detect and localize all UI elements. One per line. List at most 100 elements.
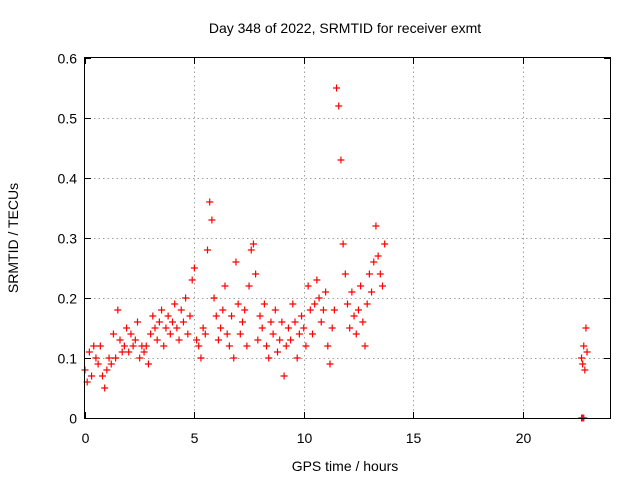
data-point: [140, 348, 148, 356]
data-point: [239, 318, 246, 326]
data-point: [116, 336, 124, 344]
data-point: [350, 312, 358, 320]
data-point: [193, 336, 201, 344]
data-point: [136, 354, 144, 362]
data-point: [109, 330, 117, 338]
data-point: [162, 324, 170, 332]
data-point: [190, 264, 198, 272]
data-point: [298, 312, 306, 320]
data-point: [217, 324, 225, 332]
data-point: [186, 312, 194, 320]
data-point: [199, 324, 207, 332]
y-tick-label: 0: [69, 411, 77, 427]
data-point: [92, 354, 100, 362]
data-points: [81, 84, 591, 422]
data-point: [151, 324, 159, 332]
data-point: [230, 354, 238, 362]
data-point: [127, 330, 135, 338]
data-point: [236, 330, 244, 338]
data-point: [131, 336, 139, 344]
data-point: [221, 282, 229, 290]
data-point: [333, 84, 341, 92]
data-point: [291, 318, 299, 326]
data-point: [206, 198, 214, 206]
data-point: [339, 240, 347, 248]
data-point: [252, 270, 260, 278]
data-point: [376, 270, 384, 278]
data-point: [352, 330, 360, 338]
data-point: [361, 342, 369, 350]
data-point: [144, 360, 152, 368]
data-point: [359, 318, 367, 326]
data-point: [379, 282, 386, 290]
data-point: [171, 300, 179, 308]
x-axis-label: GPS time / hours: [292, 458, 399, 474]
data-point: [234, 300, 242, 308]
data-point: [267, 318, 275, 326]
data-point: [147, 330, 155, 338]
data-point: [184, 330, 192, 338]
data-point: [344, 300, 351, 308]
data-point: [153, 336, 161, 344]
data-point: [120, 342, 128, 350]
axis-ticks: 0 0.1 0.2 0.3 0.4 0.5 0.6 0 5 10 15 20: [58, 51, 610, 446]
data-point: [245, 282, 253, 290]
data-point: [300, 324, 308, 332]
data-point: [274, 348, 281, 356]
data-point: [107, 360, 115, 368]
data-point: [103, 366, 111, 374]
data-point: [578, 354, 586, 362]
data-point: [265, 354, 273, 362]
chart-title: Day 348 of 2022, SRMTID for receiver exm…: [209, 20, 481, 36]
data-point: [317, 318, 325, 326]
data-point: [169, 318, 176, 326]
data-point: [142, 342, 150, 350]
data-point: [204, 246, 211, 254]
y-tick-label: 0.4: [58, 171, 78, 187]
data-point: [368, 288, 376, 296]
data-point: [337, 156, 345, 164]
data-point: [182, 294, 190, 302]
data-point: [85, 348, 93, 356]
data-point: [134, 318, 141, 326]
data-point: [90, 342, 98, 350]
data-point: [105, 354, 113, 362]
data-point: [175, 336, 183, 344]
data-point: [580, 342, 588, 350]
data-point: [330, 306, 338, 314]
data-point: [155, 318, 163, 326]
data-point: [346, 324, 354, 332]
data-point: [228, 312, 236, 320]
data-point: [579, 360, 587, 368]
data-point: [88, 372, 96, 380]
data-point: [219, 306, 227, 314]
data-point: [195, 342, 203, 350]
data-point: [365, 270, 373, 278]
data-point: [256, 312, 264, 320]
data-point: [282, 342, 290, 350]
data-point: [269, 330, 277, 338]
data-point: [225, 342, 233, 350]
data-point: [302, 342, 310, 350]
data-point: [287, 336, 295, 344]
x-tick-label: 15: [406, 430, 422, 446]
data-point: [125, 348, 133, 356]
y-tick-label: 0.6: [58, 51, 78, 67]
data-point: [357, 282, 365, 290]
data-point: [263, 342, 271, 350]
data-point: [341, 270, 349, 278]
data-point: [276, 336, 284, 344]
data-point: [335, 102, 343, 110]
data-point: [96, 342, 104, 350]
data-point: [197, 354, 205, 362]
data-point: [258, 324, 266, 332]
data-point: [214, 336, 222, 344]
data-point: [249, 240, 257, 248]
data-point: [114, 306, 122, 314]
data-point: [306, 306, 314, 314]
data-point: [295, 330, 303, 338]
data-point: [284, 324, 292, 332]
data-point: [304, 282, 312, 290]
data-point: [243, 342, 251, 350]
